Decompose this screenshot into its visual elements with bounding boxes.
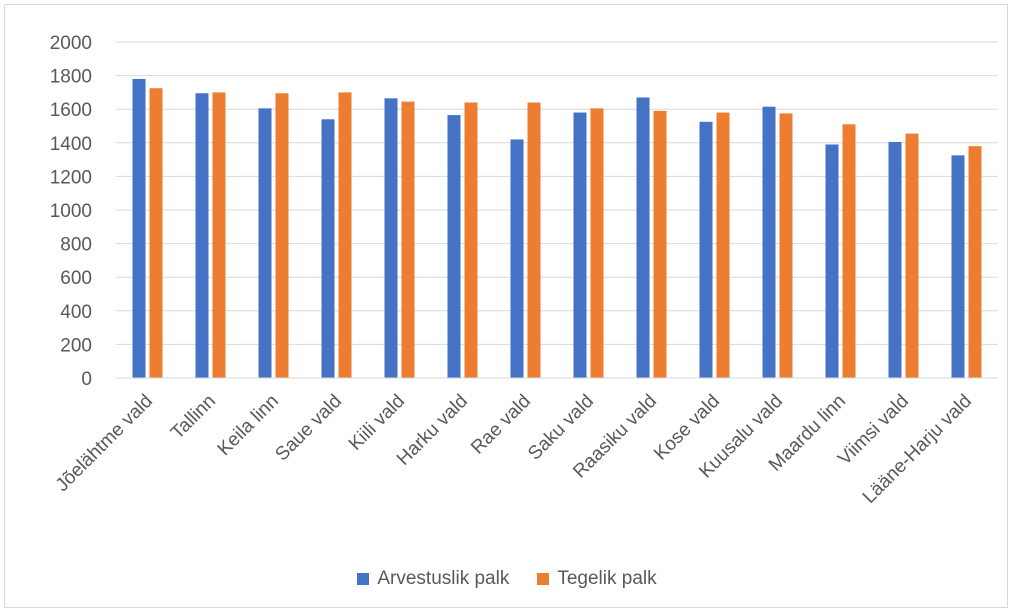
y-tick-label: 400 (60, 302, 92, 323)
legend: Arvestuslik palk Tegelik palk (0, 568, 1014, 590)
bar-tegelik (401, 101, 415, 378)
legend-swatch-series-2 (537, 573, 550, 585)
y-tick-label: 2000 (50, 33, 92, 54)
bar-arvestuslik (951, 155, 965, 378)
bar-arvestuslik (573, 112, 587, 378)
chart-area (4, 4, 1008, 608)
legend-item-series-2: Tegelik palk (537, 568, 657, 590)
y-tick-label: 200 (60, 335, 92, 356)
bar-tegelik (149, 88, 163, 378)
bar-tegelik (716, 112, 730, 378)
x-category-label: Tallinn (167, 391, 220, 444)
bar-tegelik (968, 146, 982, 378)
y-tick-label: 1600 (50, 100, 92, 121)
bar-tegelik (464, 102, 478, 378)
bar-tegelik (275, 93, 289, 379)
y-tick-label: 1200 (50, 167, 92, 188)
bar-tegelik (653, 110, 667, 378)
bar-arvestuslik (762, 106, 776, 379)
bar-arvestuslik (258, 108, 272, 379)
legend-label-series-2: Tegelik palk (557, 568, 657, 589)
bar-arvestuslik (888, 141, 902, 378)
bar-arvestuslik (510, 139, 524, 378)
y-tick-label: 0 (81, 369, 92, 390)
bar-arvestuslik (636, 97, 650, 378)
y-tick-label: 600 (60, 268, 92, 289)
bar-tegelik (779, 113, 793, 379)
y-tick-label: 1000 (50, 201, 92, 222)
bar-arvestuslik (195, 93, 209, 379)
y-tick-label: 1800 (50, 67, 92, 88)
bar-tegelik (905, 133, 919, 378)
bar-arvestuslik (699, 121, 713, 379)
bar-tegelik (590, 108, 604, 379)
bar-tegelik (527, 102, 541, 378)
bar-arvestuslik (825, 144, 839, 378)
bar-arvestuslik (447, 115, 461, 378)
legend-label-series-1: Arvestuslik palk (377, 568, 510, 589)
x-category-label: Kiili vald (345, 391, 409, 455)
bar-arvestuslik (384, 98, 398, 378)
y-tick-label: 800 (60, 235, 92, 256)
legend-swatch-series-1 (357, 573, 370, 585)
x-category-label: Jõelähtme vald (52, 391, 157, 496)
legend-item-series-1: Arvestuslik palk (357, 568, 509, 590)
bar-arvestuslik (132, 78, 146, 379)
y-tick-label: 1400 (50, 134, 92, 155)
bar-tegelik (212, 92, 226, 379)
bar-arvestuslik (321, 119, 335, 378)
x-category-label: Saue vald (271, 391, 346, 466)
x-category-label: Lääne-Harju vald (859, 391, 976, 508)
bar-tegelik (338, 92, 352, 379)
bar-tegelik (842, 124, 856, 378)
